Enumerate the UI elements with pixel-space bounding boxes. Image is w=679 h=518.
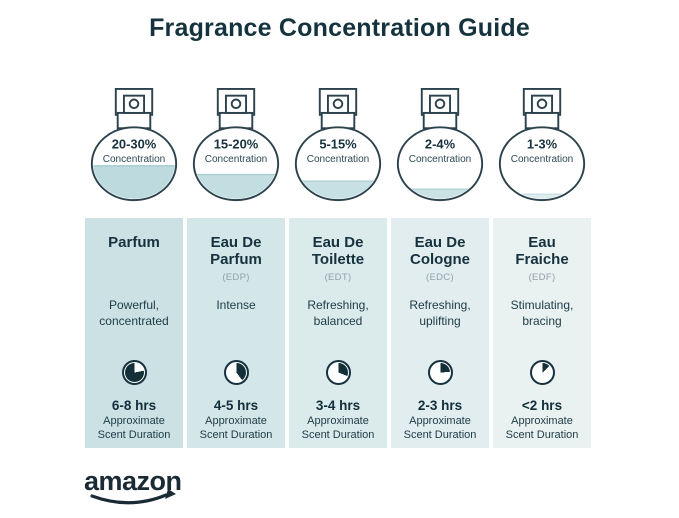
- perfume-bottle-icon: 2-4% Concentration: [396, 88, 484, 202]
- fragrance-abbreviation: (EDP): [222, 271, 250, 283]
- liquid-fill: [399, 188, 481, 199]
- fragrance-description: Refreshing, balanced: [307, 298, 369, 328]
- concentration-label: Concentration: [103, 154, 166, 165]
- fragrance-description: Intense: [216, 298, 256, 312]
- clock-icon: [223, 360, 249, 385]
- liquid-surface-line: [297, 180, 379, 182]
- brand-footer: amazon: [84, 460, 194, 515]
- page-title: Fragrance Concentration Guide: [149, 14, 530, 42]
- liquid-fill: [93, 165, 175, 199]
- bottles-row: 20-30% Concentration 15-20% Concentratio…: [85, 85, 591, 203]
- clock-icon: [121, 360, 147, 385]
- duration-value: 3-4 hrs: [315, 398, 361, 413]
- name-block: Eau Fraiche (EDF): [497, 234, 587, 298]
- concentration-value: 15-20%: [214, 136, 259, 151]
- amazon-smile-arrow: [90, 493, 168, 505]
- clock-pie: [532, 363, 552, 382]
- fragrance-column-eau-de-cologne: Eau De Cologne (EDC) Refreshing, uplifti…: [391, 218, 489, 448]
- clock-icon: [529, 360, 555, 385]
- fragrance-name: Eau Fraiche: [515, 234, 569, 269]
- concentration-value: 2-4%: [425, 136, 456, 151]
- perfume-bottle-icon: 15-20% Concentration: [192, 88, 280, 202]
- fragrance-column-parfum: Parfum Powerful, concentrated 6-8 hrs Ap…: [85, 218, 183, 448]
- duration-value: 6-8 hrs: [111, 398, 157, 413]
- fragrance-column-eau-fraiche: Eau Fraiche (EDF) Stimulating, bracing <…: [493, 218, 591, 448]
- amazon-logo-text: amazon: [84, 466, 182, 496]
- duration-caption: Approximate Scent Duration: [199, 415, 273, 441]
- clock-pie: [226, 363, 246, 382]
- duration-caption: Approximate Scent Duration: [97, 415, 171, 441]
- clock-pie: [124, 363, 144, 382]
- concentration-label: Concentration: [511, 154, 574, 165]
- concentration-label: Concentration: [409, 154, 472, 165]
- duration-caption: Approximate Scent Duration: [403, 415, 477, 441]
- fragrance-column-eau-de-toilette: Eau De Toilette (EDT) Refreshing, balanc…: [289, 218, 387, 448]
- bottle-cell: 1-3% Concentration: [493, 85, 591, 203]
- info-table: Parfum Powerful, concentrated 6-8 hrs Ap…: [85, 218, 591, 448]
- concentration-label: Concentration: [205, 154, 268, 165]
- fragrance-description: Refreshing, uplifting: [409, 298, 471, 328]
- bottle-cell: 20-30% Concentration: [85, 85, 183, 203]
- concentration-label: Concentration: [307, 154, 370, 165]
- name-block: Eau De Cologne (EDC): [395, 234, 485, 298]
- duration-value: 4-5 hrs: [213, 398, 259, 413]
- duration-value: <2 hrs: [521, 398, 563, 413]
- perfume-bottle-icon: 5-15% Concentration: [294, 88, 382, 202]
- concentration-value: 20-30%: [112, 136, 157, 151]
- fragrance-description: Powerful, concentrated: [99, 298, 169, 328]
- liquid-surface-line: [195, 173, 277, 176]
- liquid-fill: [297, 180, 379, 199]
- perfume-bottle-icon: 1-3% Concentration: [498, 88, 586, 202]
- name-block: Eau De Parfum (EDP): [191, 234, 281, 298]
- bottle-cell: 15-20% Concentration: [187, 85, 285, 203]
- clock-pie: [430, 363, 450, 382]
- fragrance-name: Eau De Toilette: [311, 234, 365, 269]
- clock-icon: [325, 360, 351, 385]
- fragrance-name: Eau De Cologne: [410, 234, 470, 269]
- perfume-bottle-icon: 20-30% Concentration: [90, 88, 178, 202]
- liquid-surface-line: [399, 188, 481, 190]
- name-block: Parfum: [89, 234, 179, 298]
- concentration-value: 5-15%: [319, 136, 357, 151]
- bottle-cell: 5-15% Concentration: [289, 85, 387, 203]
- amazon-logo: amazon: [84, 466, 182, 505]
- clock-icon: [427, 360, 453, 385]
- duration-caption: Approximate Scent Duration: [505, 415, 579, 441]
- fragrance-column-eau-de-parfum: Eau De Parfum (EDP) Intense 4-5 hrs Appr…: [187, 218, 285, 448]
- bottle-cell: 2-4% Concentration: [391, 85, 489, 203]
- name-block: Eau De Toilette (EDT): [293, 234, 383, 298]
- fragrance-abbreviation: (EDF): [528, 271, 556, 283]
- fragrance-name: Parfum: [108, 234, 160, 251]
- duration-caption: Approximate Scent Duration: [301, 415, 375, 441]
- concentration-value: 1-3%: [527, 136, 558, 151]
- fragrance-abbreviation: (EDT): [324, 271, 352, 283]
- fragrance-name: Eau De Parfum: [210, 234, 262, 269]
- liquid-surface-line: [93, 165, 175, 167]
- fragrance-abbreviation: (EDC): [426, 271, 454, 283]
- liquid-surface-line: [501, 193, 583, 195]
- clock-pie: [328, 363, 348, 382]
- fragrance-description: Stimulating, bracing: [510, 298, 574, 328]
- duration-value: 2-3 hrs: [417, 398, 463, 413]
- amazon-smile-arrow-tip: [165, 489, 176, 499]
- liquid-fill: [501, 193, 583, 199]
